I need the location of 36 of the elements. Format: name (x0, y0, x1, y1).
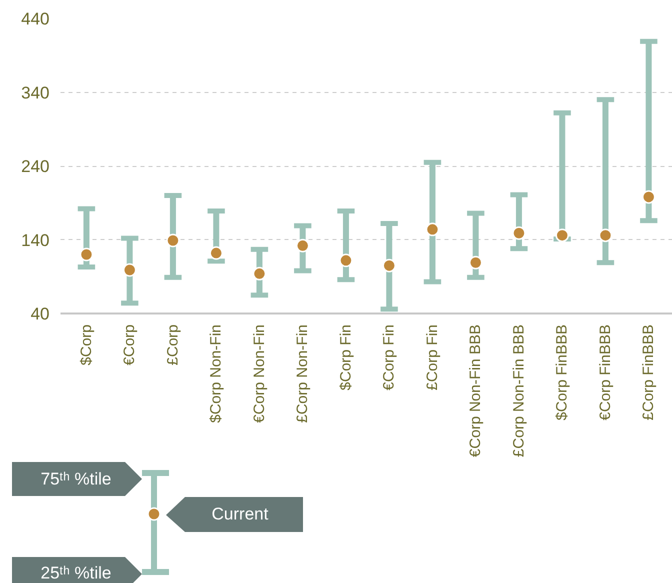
point (468, 256, 482, 270)
x-tick-label: $Corp Fin (337, 324, 354, 390)
y-tick-label: 440 (21, 10, 50, 28)
point (209, 246, 223, 260)
x-tick-label: £Corp Non-Fin (294, 324, 312, 423)
x-tick-label: £Corp FinBBB (640, 324, 658, 420)
y-tick-label: 340 (21, 83, 50, 102)
x-tick-label: €Corp (121, 324, 138, 366)
x-tick-label: £Corp Fin (424, 324, 441, 390)
y-tick-label: 240 (21, 157, 50, 176)
x-tick-label: €Corp Non-Fin (250, 324, 268, 423)
x-tick-label: $Corp FinBBB (554, 324, 571, 420)
point (642, 190, 656, 204)
x-tick-label: €Corp FinBBB (596, 324, 614, 420)
point (80, 248, 94, 262)
x-tick-label: €Corp Fin (380, 324, 398, 390)
point (512, 226, 526, 240)
point (296, 238, 310, 252)
y-tick-label: 40 (30, 304, 50, 324)
x-tick-label: £Corp Non-Fin BBB (510, 324, 528, 458)
x-tick-label: £Corp (164, 324, 182, 366)
point (122, 263, 136, 277)
text: 25ᵗʰ %tile (40, 563, 112, 582)
point (555, 228, 569, 242)
y-tick-label: 140 (21, 230, 50, 250)
x-tick-label: $Corp (78, 324, 95, 366)
point (382, 258, 396, 272)
point (166, 234, 180, 248)
x-tick-label: €Corp Non-Fin BBB (467, 324, 484, 458)
text: Current (212, 504, 269, 524)
point (598, 228, 612, 242)
point (426, 222, 440, 236)
point (252, 266, 266, 280)
point (339, 254, 353, 268)
x-tick-label: $Corp Non-Fin (208, 324, 225, 423)
text: 75ᵗʰ %tile (40, 469, 112, 488)
